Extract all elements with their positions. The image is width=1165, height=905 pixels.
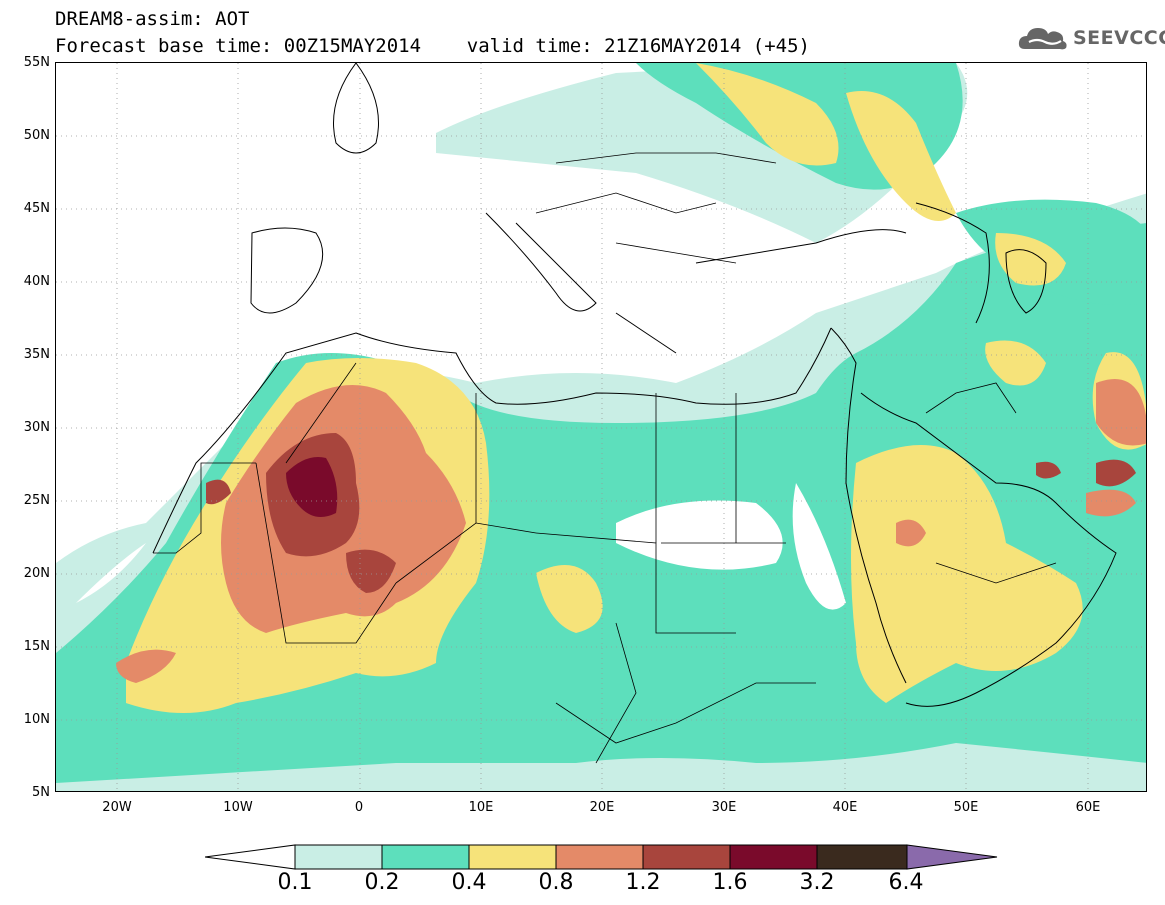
lon-label: 20E: [589, 800, 615, 815]
lat-label: 25N: [23, 493, 50, 508]
aot-band-1.6: [286, 457, 338, 517]
colorbar-high-arrow: [906, 844, 998, 870]
lat-label: 30N: [23, 420, 50, 435]
lat-label: 40N: [23, 274, 50, 289]
colorbar-label: 3.2: [799, 870, 835, 895]
lon-label: 20W: [102, 800, 132, 815]
colorbar-swatch: [468, 844, 557, 870]
colorbar-label: 6.4: [888, 870, 924, 895]
aot-gap: [76, 483, 846, 610]
colorbar-swatch: [555, 844, 644, 870]
colorbar-low-arrow: [204, 844, 296, 870]
lon-label: 40E: [832, 800, 858, 815]
colorbar-swatch: [729, 844, 818, 870]
lat-label: 55N: [23, 55, 50, 70]
colorbar-swatch: [642, 844, 731, 870]
cloud-icon: [1018, 28, 1067, 50]
lat-label: 5N: [32, 785, 50, 800]
lon-label: 0: [354, 800, 364, 815]
colorbar-label: 0.2: [364, 870, 400, 895]
lat-label: 35N: [23, 347, 50, 362]
colorbar-label: 0.8: [538, 870, 574, 895]
lon-label: 30E: [711, 800, 737, 815]
colorbar-swatch: [381, 844, 470, 870]
colorbar-label: 0.4: [451, 870, 487, 895]
lat-label: 10N: [23, 712, 50, 727]
coastlines: [152, 63, 1117, 707]
country-borders: [153, 152, 1057, 764]
logo-text: SEEVCCC: [1073, 27, 1165, 49]
graticule: [56, 63, 1146, 791]
aot-map: [55, 62, 1147, 792]
colorbar-svg: [204, 844, 998, 870]
lon-label: 60E: [1075, 800, 1101, 815]
colorbar-label: 1.6: [712, 870, 748, 895]
colorbar-swatch: [294, 844, 383, 870]
seevccc-logo: SEEVCCC: [1017, 20, 1165, 56]
lat-label: 20N: [23, 566, 50, 581]
aot-field-svg: [56, 63, 1146, 791]
lat-label: 50N: [23, 128, 50, 143]
lat-label: 45N: [23, 201, 50, 216]
lon-label: 50E: [953, 800, 979, 815]
chart-title: DREAM8-assim: AOT: [55, 8, 250, 30]
colorbar-swatch: [816, 844, 908, 870]
colorbar-label: 1.2: [625, 870, 661, 895]
lon-label: 10E: [468, 800, 494, 815]
forecast-time-subtitle: Forecast base time: 00Z15MAY2014 valid t…: [55, 35, 810, 57]
lon-label: 10W: [223, 800, 253, 815]
lat-label: 15N: [23, 639, 50, 654]
colorbar: [204, 843, 1000, 875]
colorbar-label: 0.1: [277, 870, 313, 895]
